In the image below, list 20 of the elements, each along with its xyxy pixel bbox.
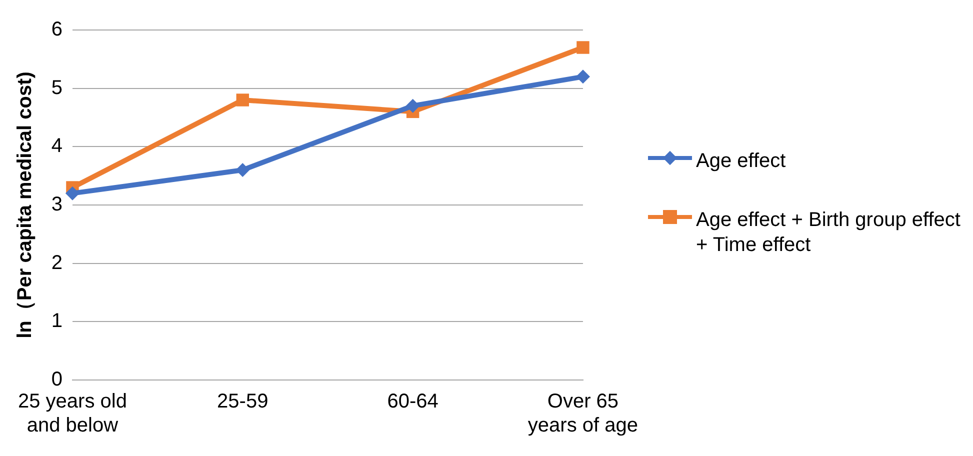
y-tick-label: 0 <box>51 368 62 391</box>
x-tick-label: 25 years old and below <box>18 390 127 437</box>
x-tick-label: 60-64 <box>387 390 438 413</box>
y-tick-label: 5 <box>51 76 62 99</box>
point <box>236 94 250 106</box>
x-tick-label: 25-59 <box>217 390 268 413</box>
y-axis-title: ln（Per capita medical cost) <box>14 72 36 338</box>
legend-label: Age effect <box>696 148 787 174</box>
y-tick-label: 3 <box>51 194 62 216</box>
legend-label: Age effect + Birth group effect + Time effect <box>696 208 962 258</box>
point <box>65 186 80 200</box>
y-tick-label: 6 <box>51 18 62 41</box>
y-tick-label: 1 <box>51 310 62 332</box>
y-tick-label: 2 <box>51 252 62 274</box>
point <box>576 41 590 54</box>
point <box>576 70 590 84</box>
x-tick-label: Over 65 years of age <box>528 390 638 437</box>
y-tick-label: 4 <box>51 135 62 158</box>
point <box>406 98 420 113</box>
point <box>236 163 250 177</box>
